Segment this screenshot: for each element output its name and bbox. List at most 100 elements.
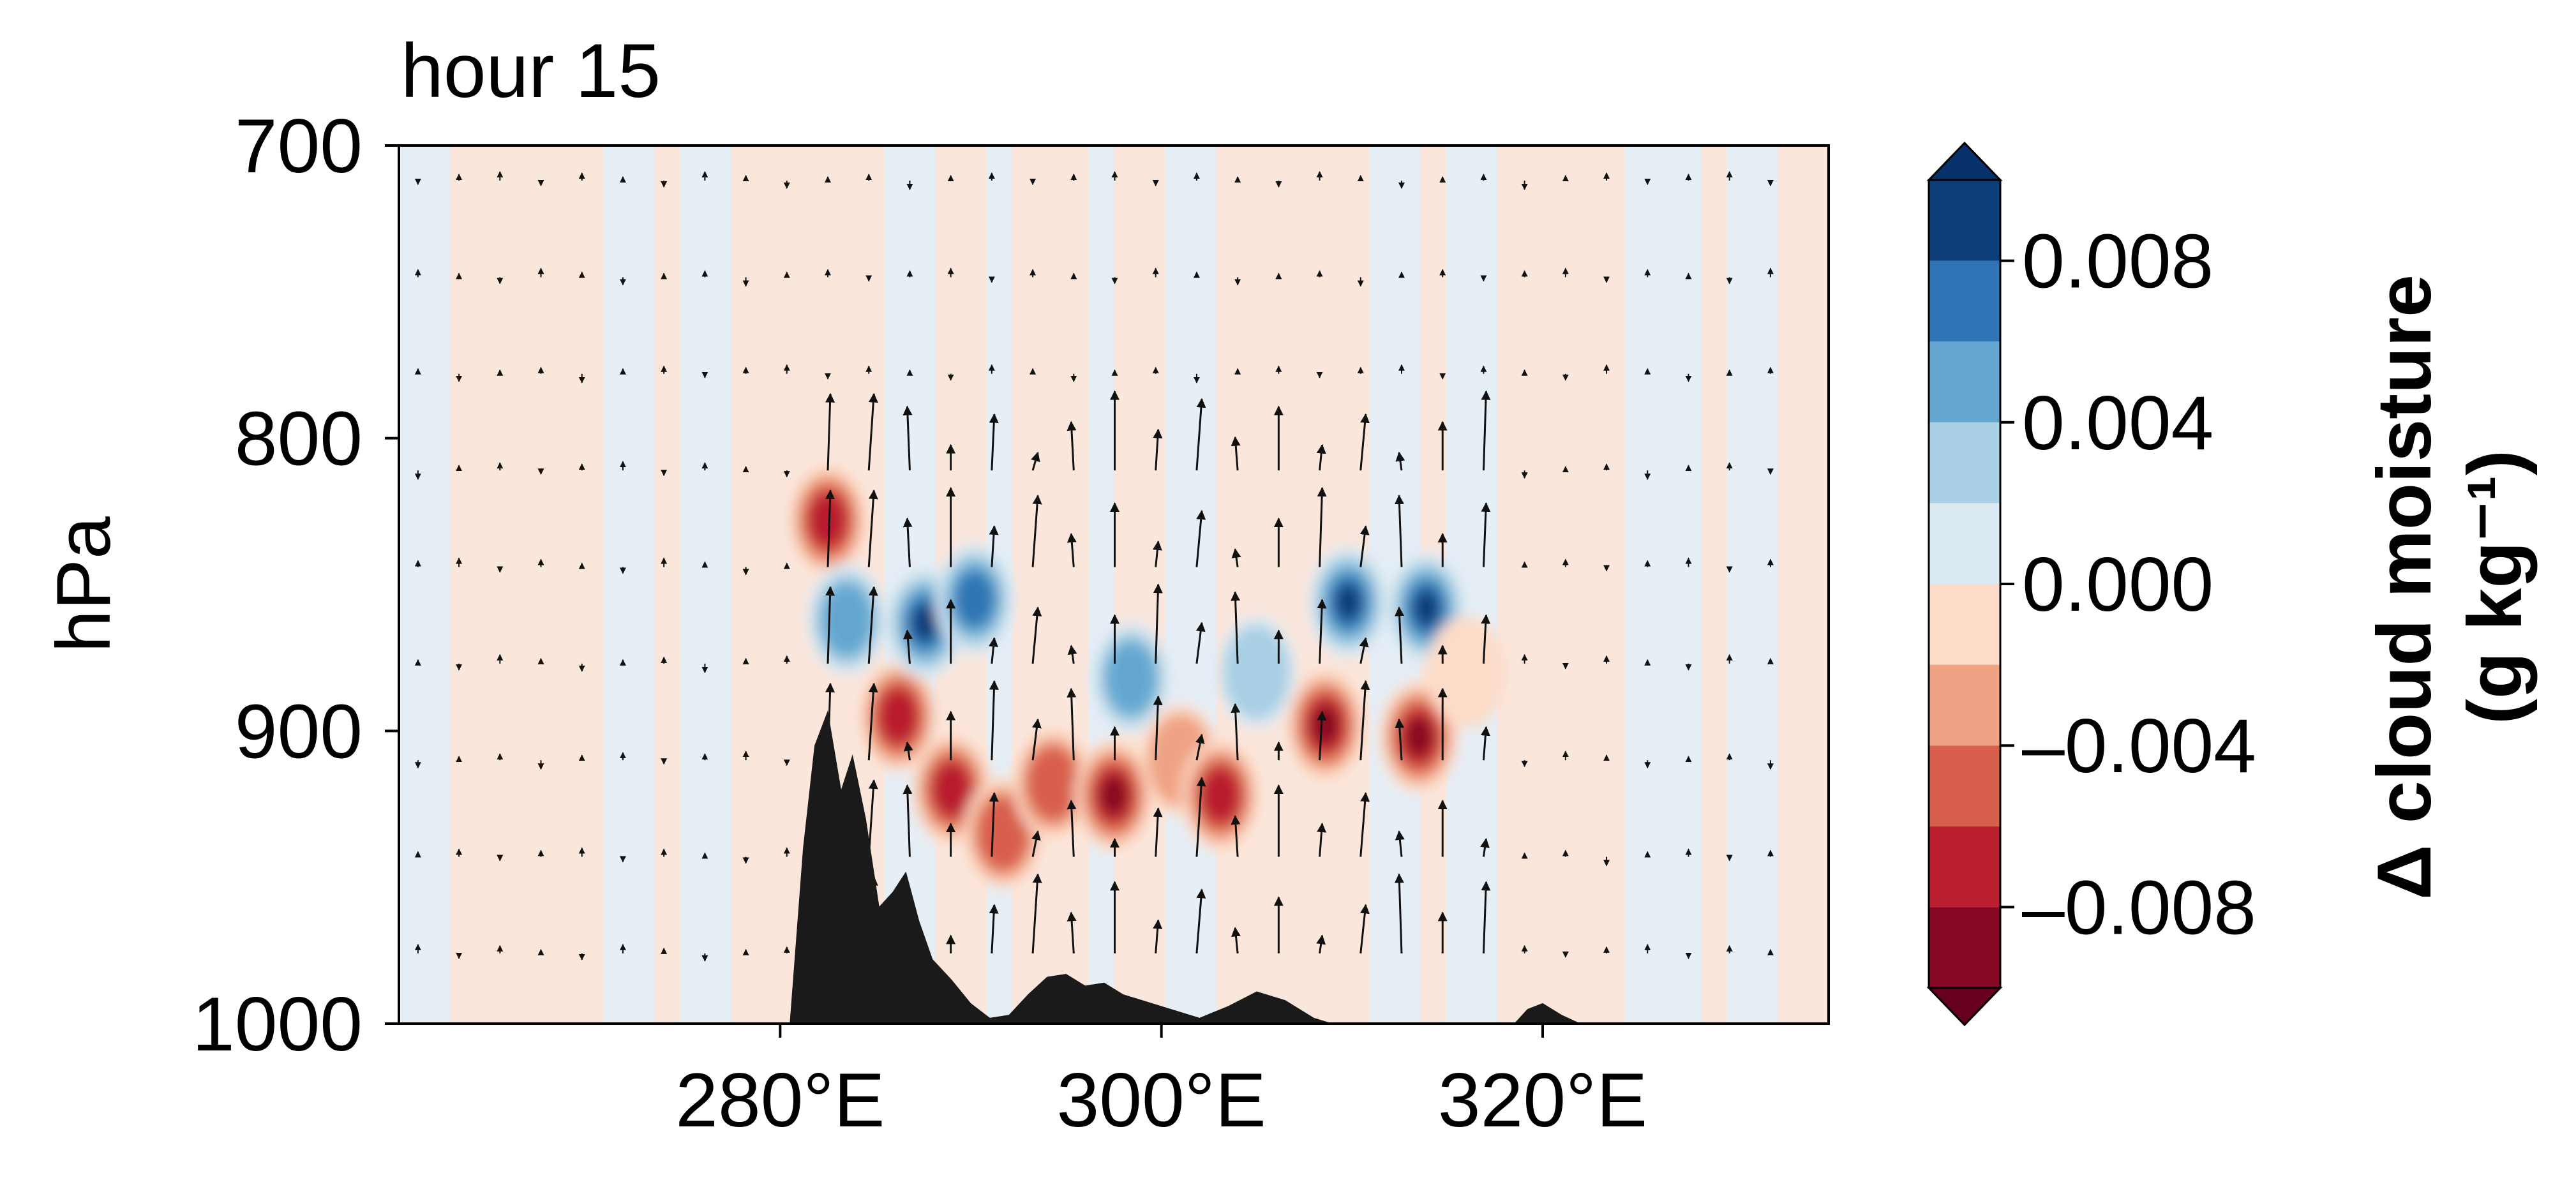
background-stripe: [680, 146, 706, 1024]
wind-vector: [1481, 502, 1491, 567]
positive-anomaly-contour: [912, 604, 938, 641]
background-stripe: [1803, 146, 1829, 1024]
colorbar-label-line2: (g kg⁻¹): [2452, 450, 2538, 724]
negative-anomaly-contour: [1026, 746, 1079, 821]
wind-vector: [1317, 599, 1327, 664]
negative-anomaly-contour: [1406, 719, 1432, 755]
background-stripe: [603, 146, 629, 1024]
background-stripe: [1624, 146, 1651, 1024]
colorbar-segment: [1929, 745, 2000, 826]
plot-area: [399, 146, 1829, 1024]
wind-vector: [1195, 777, 1206, 857]
negative-anomaly-contour: [1427, 616, 1506, 729]
wind-vector: [1231, 436, 1241, 471]
wind-vector: [1231, 927, 1241, 954]
background-stripe: [527, 146, 553, 1024]
y-axis-label: hPa: [41, 516, 126, 653]
background-stripe: [501, 146, 527, 1024]
wind-vector: [1317, 486, 1327, 567]
wind-vector: [1231, 591, 1241, 664]
wind-vector: [1195, 888, 1206, 954]
wind-vector: [1031, 873, 1042, 954]
colorbar-tick-label: 0.004: [2022, 380, 2213, 466]
wind-vector: [1317, 823, 1327, 857]
colorbar-extend-min: [1926, 987, 2003, 1027]
wind-vector: [1480, 838, 1490, 857]
colorbar-segment: [1929, 260, 2000, 342]
wind-vector: [1067, 911, 1077, 954]
wind-vector: [1031, 830, 1041, 857]
background-stripe: [1012, 146, 1038, 1024]
wind-vector: [1195, 509, 1206, 567]
wind-vector: [1395, 451, 1405, 471]
background-stripe: [1037, 146, 1063, 1024]
wind-vector: [1153, 428, 1163, 471]
colorbar-segment: [1929, 907, 2000, 988]
background-stripe: [1778, 146, 1804, 1024]
colorbar-tick-label: –0.008: [2022, 865, 2256, 950]
wind-vector: [1316, 934, 1326, 954]
background-stripe: [399, 146, 425, 1024]
wind-vector: [1394, 873, 1404, 953]
background-stripe: [1497, 146, 1523, 1024]
colorbar-segment: [1929, 664, 2000, 746]
background-stripe: [705, 146, 731, 1024]
wind-vector: [1195, 398, 1206, 471]
background-stripe: [654, 146, 680, 1024]
positive-anomaly-contour: [1335, 584, 1361, 620]
background-stripe: [1114, 146, 1140, 1024]
negative-anomaly-contour: [1312, 707, 1338, 743]
wind-vector: [825, 392, 835, 471]
wind-vector: [1067, 800, 1077, 857]
wind-vector: [1031, 606, 1042, 664]
positive-anomaly-contour: [1224, 625, 1290, 719]
background-stripe: [1165, 146, 1191, 1024]
background-stripe: [1599, 146, 1625, 1024]
wind-vector: [1395, 830, 1405, 857]
negative-anomaly-contour: [879, 689, 918, 744]
wind-vector: [1395, 606, 1405, 664]
colorbar-segment: [1929, 584, 2000, 665]
wind-vector: [1316, 444, 1326, 471]
wind-vector: [1153, 583, 1163, 664]
background-stripe: [629, 146, 655, 1024]
wind-vector: [1031, 494, 1042, 567]
terrain-profile: [790, 710, 1581, 1024]
wind-vector: [989, 525, 999, 567]
wind-vector: [1359, 525, 1370, 567]
colorbar-segment: [1929, 826, 2000, 907]
colorbar-label: Δ cloud moisture (g kg⁻¹): [2362, 274, 2538, 900]
y-tick-label: 900: [235, 689, 363, 774]
y-tick-label: 1000: [192, 982, 363, 1067]
background-stripe: [1650, 146, 1676, 1024]
y-tick-label: 800: [235, 396, 363, 482]
wind-vector: [1359, 413, 1370, 471]
background-stripe: [1063, 146, 1089, 1024]
wind-vector: [1153, 807, 1163, 857]
wind-vector: [1031, 451, 1040, 471]
x-tick-label: 300°E: [1057, 1057, 1266, 1143]
background-stripe: [1216, 146, 1242, 1024]
wind-vector: [989, 413, 999, 471]
wind-vector: [1359, 904, 1370, 954]
wind-vector: [1231, 815, 1241, 857]
y-axis: 700 800 900 1000: [192, 103, 399, 1067]
wind-vector: [1359, 792, 1370, 857]
colorbar-tick-label: 0.000: [2022, 542, 2213, 627]
background-stripe: [756, 146, 783, 1024]
wind-vector: [1359, 680, 1370, 761]
wind-vector: [902, 629, 913, 664]
background-stripe: [731, 146, 757, 1024]
negative-anomaly-contour: [932, 761, 971, 818]
wind-vector: [1067, 687, 1077, 761]
positive-anomaly-contour: [955, 571, 994, 627]
wind-vector: [825, 489, 835, 567]
wind-vector: [902, 784, 913, 857]
background-stripe: [1548, 146, 1574, 1024]
negative-anomaly-contour: [1101, 777, 1127, 814]
wind-vector: [1317, 710, 1327, 761]
colorbar-segment: [1929, 180, 2000, 261]
background-stripe: [1139, 146, 1165, 1024]
colorbar-extend-max: [1926, 141, 2003, 181]
background-stripe: [1675, 146, 1702, 1024]
